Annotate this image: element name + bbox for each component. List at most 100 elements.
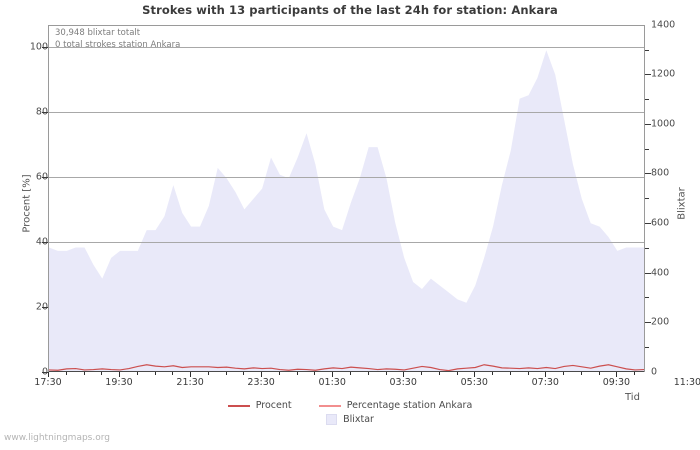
x-tick-label: 03:30 — [389, 377, 417, 388]
x-tickmark-minor — [296, 372, 298, 375]
left-tick-80: 80 — [35, 106, 48, 118]
x-tickmark-minor — [492, 372, 493, 375]
right-tick-0: 0 — [651, 366, 658, 378]
right-tickmark-600 — [645, 223, 651, 224]
x-tickmark-minor — [509, 372, 511, 375]
right-tick-1200: 1200 — [651, 68, 676, 80]
x-tick-label: 19:30 — [105, 377, 133, 388]
series-svg — [49, 50, 644, 372]
annotation-total-strokes: 30,948 blixtar totalt — [55, 28, 141, 38]
legend-label-procent: Procent — [255, 400, 292, 411]
x-tickmark-minor — [101, 372, 103, 375]
x-tick-label: 05:30 — [460, 377, 488, 388]
gridline-80 — [49, 47, 644, 48]
x-tickmark-major — [332, 372, 334, 377]
x-tickmark-major — [474, 372, 476, 377]
x-tickmark-major — [119, 372, 120, 377]
x-tickmark-minor — [154, 372, 156, 375]
x-axis-label: Tid — [625, 392, 640, 403]
left-tickmark-0 — [42, 372, 48, 373]
x-tick-label: 17:30 — [34, 377, 62, 388]
gridline-60 — [49, 112, 644, 113]
legend-swatch-procent-icon — [227, 404, 250, 407]
left-tickmark-40 — [42, 242, 48, 243]
chart-title: Strokes with 13 participants of the last… — [142, 3, 558, 17]
legend-item-blixtar[interactable]: Blixtar — [326, 413, 374, 426]
right-tickmark-700 — [645, 198, 649, 199]
axis-baseline — [49, 371, 644, 372]
left-tickmark-20 — [42, 307, 48, 308]
x-tickmark-major — [48, 372, 49, 377]
x-tickmark-minor — [83, 372, 85, 375]
x-tickmark-minor — [367, 372, 369, 375]
legend-row-2: Blixtar — [0, 412, 700, 426]
right-tickmark-800 — [645, 173, 651, 174]
legend-row-1: Procent Percentage station Ankara — [0, 398, 700, 412]
x-tickmark-minor — [225, 372, 227, 375]
right-tick-600: 600 — [651, 217, 670, 229]
x-tickmark-minor — [314, 372, 316, 375]
annotation-station-strokes: 0 total strokes station Ankara — [55, 40, 181, 50]
left-tick-60: 60 — [35, 171, 48, 183]
x-tickmark-minor — [634, 372, 636, 375]
right-tick-200: 200 — [651, 316, 670, 328]
x-tickmark-minor — [580, 372, 582, 375]
x-tickmark-minor — [527, 372, 529, 375]
x-tickmark-minor — [456, 372, 458, 375]
legend-item-percentage-station[interactable]: Percentage station Ankara — [318, 399, 473, 412]
x-tickmark-minor — [438, 372, 440, 375]
left-tickmark-80 — [42, 112, 48, 113]
x-tickmark-major — [190, 372, 192, 377]
right-tick-800: 800 — [651, 167, 670, 179]
x-tickmark-minor — [349, 372, 351, 375]
x-tickmark-minor — [207, 372, 209, 375]
legend-label-blixtar: Blixtar — [343, 414, 374, 425]
x-tickmark-minor — [172, 372, 174, 375]
right-tickmark-1300 — [645, 50, 649, 51]
left-tick-20: 20 — [35, 301, 48, 313]
x-tickmark-major — [403, 372, 405, 377]
right-tickmark-900 — [645, 149, 649, 150]
legend-swatch-blixtar-icon — [326, 414, 338, 425]
x-tickmark-minor — [598, 372, 600, 375]
right-tickmark-1100 — [645, 99, 649, 100]
right-tick-1400: 1400 — [651, 19, 676, 31]
right-tickmark-1200 — [645, 74, 651, 75]
plot-inner — [49, 26, 644, 372]
right-tickmark-1000 — [645, 124, 651, 125]
legend-label-percentage-station: Percentage station Ankara — [346, 400, 473, 411]
right-tick-400: 400 — [651, 267, 670, 279]
right-tick-1000: 1000 — [651, 118, 676, 130]
chart-legend: Procent Percentage station Ankara Blixta… — [0, 398, 700, 426]
gridline-20 — [49, 242, 644, 243]
gridline-40 — [49, 177, 644, 178]
x-tickmark-major — [616, 372, 618, 377]
x-tickmark-minor — [136, 372, 138, 375]
right-tickmark-500 — [645, 248, 649, 249]
x-tick-label: 23:30 — [247, 377, 275, 388]
right-tickmark-100 — [645, 347, 649, 348]
x-tickmark-minor — [65, 372, 67, 375]
x-tick-label: 07:30 — [531, 377, 559, 388]
x-tickmark-minor — [243, 372, 245, 375]
x-tickmark-minor — [421, 372, 422, 375]
x-tick-label: 01:30 — [318, 377, 346, 388]
footer-watermark: www.lightningmaps.org — [4, 433, 110, 443]
plot-area: 30,948 blixtar totalt 0 total strokes st… — [48, 25, 645, 372]
x-tickmark-major — [545, 372, 547, 377]
x-tick-label: 11:30 — [673, 377, 700, 388]
x-tickmark-minor — [278, 372, 280, 375]
left-tickmark-60 — [42, 177, 48, 178]
left-tickmark-100 — [42, 47, 48, 48]
legend-item-procent[interactable]: Procent — [227, 399, 292, 412]
x-tickmark-minor — [563, 372, 565, 375]
left-tick-100: 100 — [29, 41, 48, 53]
left-tick-40: 40 — [35, 236, 48, 248]
x-tick-label: 09:30 — [602, 377, 631, 388]
x-tickmark-major — [261, 372, 263, 377]
area-series-blixtar — [49, 50, 644, 372]
right-tickmark-200 — [645, 322, 651, 323]
x-tickmark-minor — [385, 372, 387, 375]
legend-swatch-percentage-station-icon — [318, 404, 341, 407]
